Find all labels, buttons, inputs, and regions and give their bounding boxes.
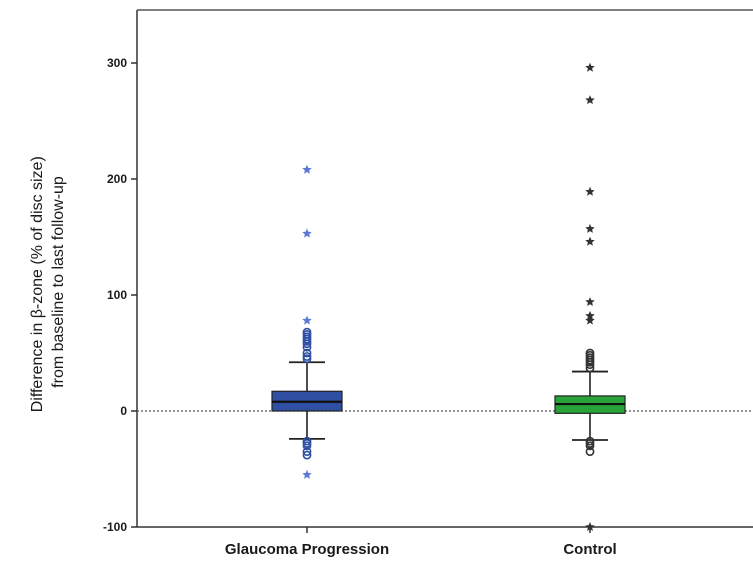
extreme-star [585, 522, 595, 532]
y-tick-label: 300 [107, 56, 127, 70]
x-axis-ticks: Glaucoma Progression Control [225, 527, 617, 558]
y-tick-label: 0 [120, 404, 127, 418]
extreme-star [585, 223, 595, 233]
y-axis-title-line-1: Difference in β-zone (% of disc size) [29, 156, 46, 412]
extreme-star [585, 95, 595, 105]
x-category-label: Control [563, 541, 616, 558]
extreme-star [302, 469, 312, 479]
extreme-star [585, 315, 595, 325]
outlier-circle [585, 363, 595, 373]
extreme-star [585, 62, 595, 72]
outlier-circle [302, 450, 312, 460]
extreme-star [302, 164, 312, 174]
extreme-star [302, 315, 312, 325]
outlier-circle [585, 441, 595, 451]
y-tick-label: 100 [107, 288, 127, 302]
outlier-circle [302, 348, 312, 358]
outlier-circle [302, 447, 312, 456]
extreme-star [585, 186, 595, 196]
y-tick-label: 200 [107, 172, 127, 186]
outlier-circle [302, 352, 312, 361]
boxes [271, 62, 626, 532]
y-axis-title-line-2: from baseline to last follow-up [50, 176, 67, 388]
y-axis-ticks: -100 0 100 200 300 [103, 56, 137, 534]
extreme-star [585, 310, 595, 320]
x-category-label: Glaucoma Progression [225, 541, 389, 558]
extreme-star [585, 296, 595, 307]
outlier-circle [585, 447, 595, 456]
outlier-circle [302, 327, 312, 337]
outlier-circle [302, 342, 312, 352]
y-tick-label: -100 [103, 520, 127, 534]
outlier-circle [302, 441, 312, 451]
extreme-star [585, 236, 595, 246]
outlier-circle [585, 348, 595, 358]
y-axis-title: Difference in β-zone (% of disc size) fr… [29, 152, 67, 413]
box-glaucoma-progression [271, 164, 343, 479]
plot-frame [136, 9, 753, 528]
box-control [554, 62, 626, 532]
extreme-star [302, 228, 312, 238]
